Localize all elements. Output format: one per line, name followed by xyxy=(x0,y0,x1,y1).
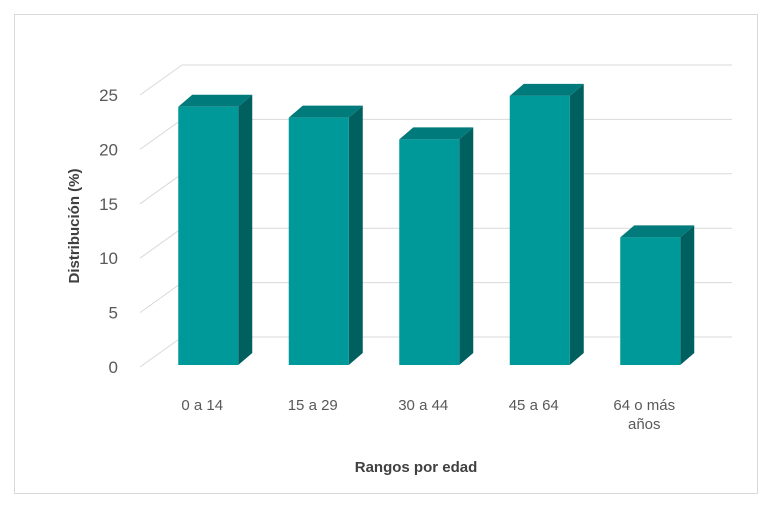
gridline-diagonal xyxy=(139,227,183,259)
y-tick-label: 0 xyxy=(109,358,118,377)
bar-top xyxy=(509,83,584,96)
gridline-diagonal xyxy=(139,118,183,150)
x-tick-label: 15 a 29 xyxy=(288,397,338,414)
x-axis-title: Rangos por edad xyxy=(355,459,478,476)
bar-side xyxy=(348,105,363,365)
gridline-diagonal xyxy=(139,173,183,205)
bar-front xyxy=(399,139,460,365)
bar-front xyxy=(509,95,570,365)
x-tick-label: 0 a 14 xyxy=(181,397,223,414)
gridline-diagonal xyxy=(139,282,183,314)
bar-side xyxy=(459,127,474,366)
y-tick-label: 20 xyxy=(99,140,118,159)
y-axis-title: Distribución (%) xyxy=(66,168,83,283)
bar xyxy=(399,127,474,366)
bar xyxy=(620,225,695,365)
bar-side xyxy=(569,83,584,365)
bar-top xyxy=(288,105,363,118)
x-axis-ticks: 0 a 14 15 a 29 30 a 44 45 a 64 64 o más años xyxy=(181,397,675,433)
x-tick-label: 30 a 44 xyxy=(398,397,448,414)
bar xyxy=(509,83,584,365)
y-tick-label: 25 xyxy=(99,86,118,105)
bar-top xyxy=(620,225,695,238)
y-tick-label: 15 xyxy=(99,195,118,214)
y-axis-ticks: 0 5 10 15 20 25 xyxy=(99,86,118,377)
gridline-diagonal xyxy=(139,336,183,368)
bar-front xyxy=(620,237,681,365)
bar xyxy=(178,94,253,365)
bar-side xyxy=(680,225,695,365)
x-tick-label: 64 o más xyxy=(613,397,675,414)
bar xyxy=(288,105,363,365)
bar-front xyxy=(178,106,239,365)
x-tick-label: 45 a 64 xyxy=(509,397,559,414)
bar-top xyxy=(178,94,253,107)
bar-side xyxy=(238,94,253,365)
y-tick-label: 5 xyxy=(109,304,118,323)
bar-front xyxy=(288,117,349,365)
y-tick-label: 10 xyxy=(99,249,118,268)
gridline-diagonal xyxy=(139,64,183,96)
bars xyxy=(178,83,695,366)
x-tick-label: años xyxy=(628,416,661,433)
bar-top xyxy=(399,127,474,140)
